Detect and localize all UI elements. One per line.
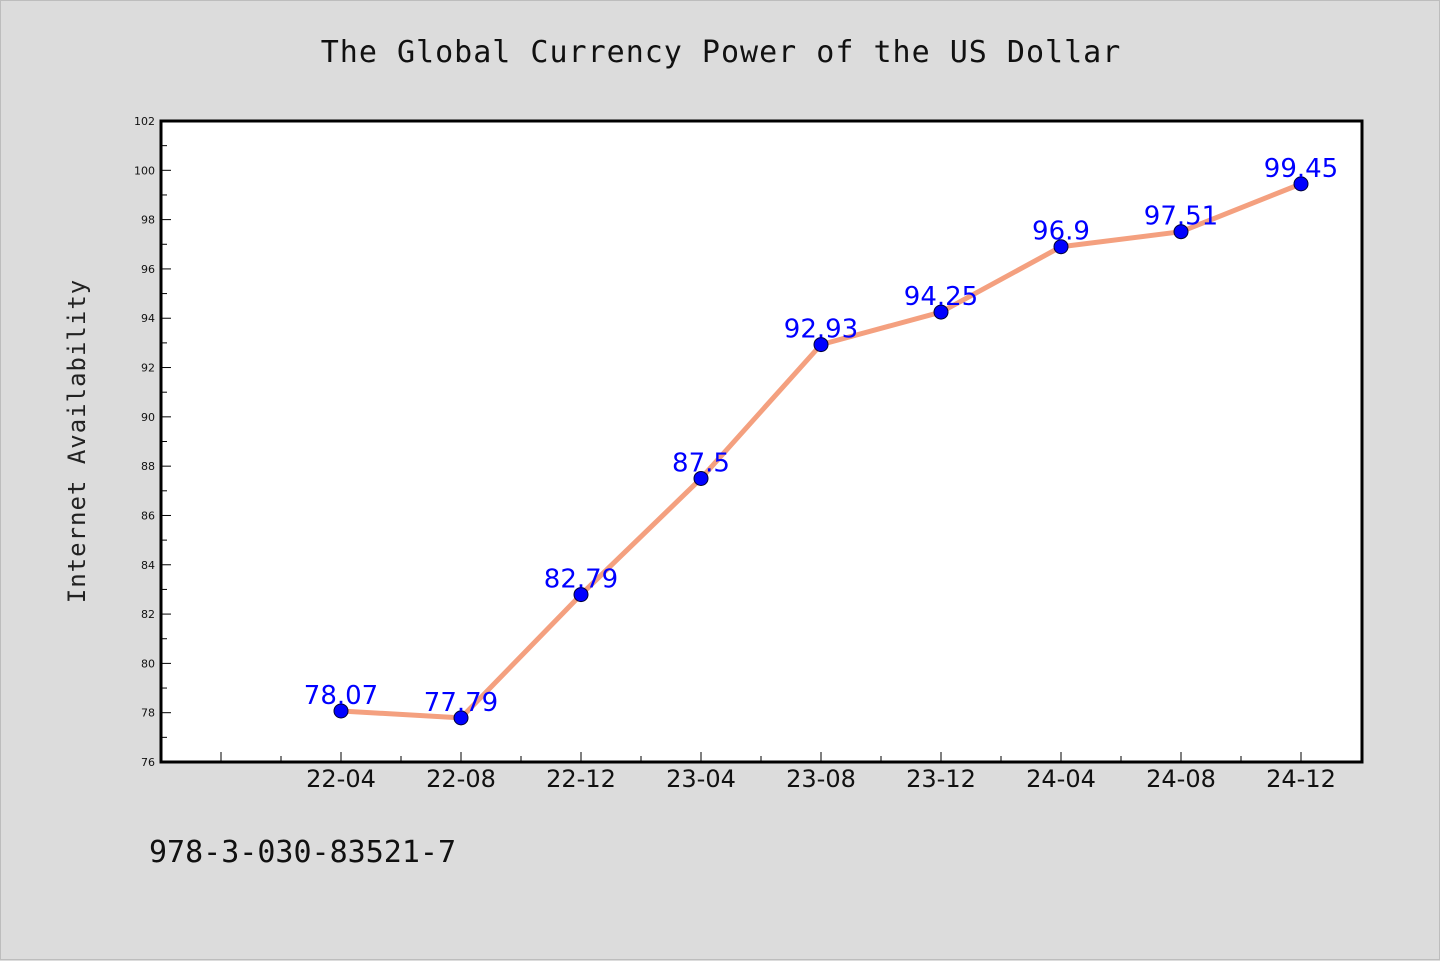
y-tick-label: 88 bbox=[141, 460, 155, 473]
y-tick-label: 82 bbox=[141, 608, 155, 621]
data-label: 77.79 bbox=[424, 688, 498, 718]
y-tick-label: 84 bbox=[141, 559, 155, 572]
x-tick-label: 23-08 bbox=[786, 765, 856, 793]
y-tick-label: 80 bbox=[141, 657, 155, 670]
data-point bbox=[693, 470, 709, 486]
x-tick-label: 24-08 bbox=[1146, 765, 1216, 793]
y-tick-label: 78 bbox=[141, 707, 155, 720]
data-point bbox=[453, 710, 469, 726]
plot-frame bbox=[159, 119, 1364, 764]
data-point bbox=[1053, 239, 1069, 255]
data-label: 92.93 bbox=[784, 315, 858, 345]
footnote-isbn: 978-3-030-83521-7 bbox=[149, 835, 457, 870]
data-point bbox=[573, 587, 589, 603]
chart-title: The Global Currency Power of the US Doll… bbox=[320, 35, 1122, 70]
y-tick-label: 94 bbox=[141, 312, 155, 325]
y-tick-label: 96 bbox=[141, 263, 155, 276]
y-tick-label: 92 bbox=[141, 362, 155, 375]
data-label: 97.51 bbox=[1144, 202, 1218, 232]
y-tick-label: 102 bbox=[134, 115, 155, 128]
x-tick-label: 22-08 bbox=[426, 765, 496, 793]
x-tick-label: 23-04 bbox=[666, 765, 736, 793]
data-label: 96.9 bbox=[1032, 217, 1090, 247]
data-point bbox=[933, 304, 949, 320]
data-label: 94.25 bbox=[904, 282, 978, 312]
data-label: 78.07 bbox=[304, 681, 378, 711]
data-label: 82.79 bbox=[544, 565, 618, 595]
x-tick-label: 24-12 bbox=[1266, 765, 1336, 793]
data-point bbox=[813, 337, 829, 353]
data-point bbox=[1173, 224, 1189, 240]
data-point bbox=[333, 703, 349, 719]
y-tick-label: 100 bbox=[134, 164, 155, 177]
y-tick-label: 76 bbox=[141, 756, 155, 769]
x-tick-label: 22-12 bbox=[546, 765, 616, 793]
data-point bbox=[1293, 176, 1309, 192]
data-label: 99.45 bbox=[1264, 154, 1338, 184]
x-tick-label: 23-12 bbox=[906, 765, 976, 793]
x-tick-label: 24-04 bbox=[1026, 765, 1096, 793]
x-tick-label: 22-04 bbox=[306, 765, 376, 793]
y-tick-label: 86 bbox=[141, 509, 155, 522]
data-label: 87.5 bbox=[672, 448, 730, 478]
y-tick-label: 90 bbox=[141, 411, 155, 424]
y-tick-label: 98 bbox=[141, 214, 155, 227]
plot-area bbox=[161, 121, 1362, 762]
